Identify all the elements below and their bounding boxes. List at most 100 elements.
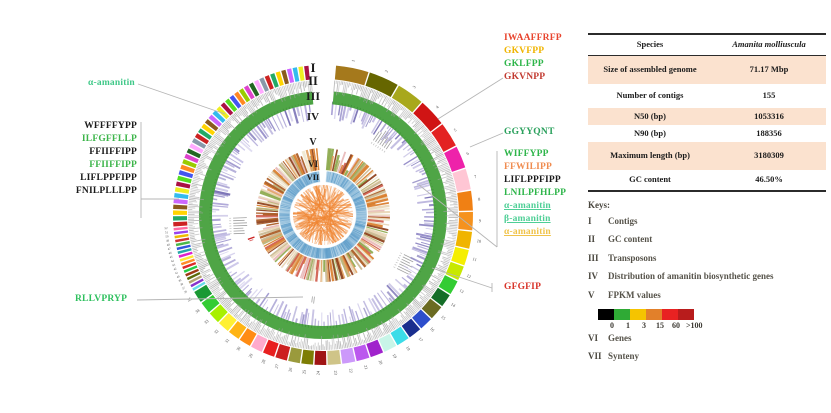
table-header-row: Species Amanita molliuscula bbox=[588, 35, 826, 56]
table-cell-value: 188356 bbox=[756, 127, 782, 138]
contig-number: 11 bbox=[472, 256, 477, 262]
table-cell-value: 71.17 Mbp bbox=[749, 64, 789, 75]
peptide-label-group-right-mid: WIFFYPP FFWILIPP LIFLPPFIPP LNILPFHLPP α… bbox=[504, 148, 566, 239]
contig-number: 25 bbox=[301, 370, 306, 375]
ring-numeral-VII: VII bbox=[307, 172, 320, 182]
ring-numeral-IV: IV bbox=[307, 111, 319, 123]
contig-number: 12 bbox=[466, 273, 472, 279]
peptide-label: GKVFPP bbox=[504, 46, 545, 56]
key-label: Transposons bbox=[608, 252, 657, 263]
contig-number: 6 bbox=[466, 150, 471, 156]
contig-number: 32 bbox=[213, 328, 220, 335]
contig-number: 3 bbox=[411, 85, 416, 90]
fpkm-scale-tick: 60 bbox=[672, 320, 680, 330]
contig-number: 47 bbox=[167, 246, 171, 251]
key-item: III Transposons bbox=[588, 252, 830, 264]
contig-number: 23 bbox=[333, 370, 338, 375]
ring-numeral-III: III bbox=[306, 89, 320, 103]
contig-number: 18 bbox=[405, 345, 412, 351]
peptide-label-alpha-amanitin-left: α-amanitin bbox=[88, 78, 135, 88]
peptide-label: WFFFFYPP bbox=[84, 121, 137, 131]
contig-number: 19 bbox=[392, 353, 398, 359]
peptide-label: LIFLPPFIPP bbox=[504, 175, 561, 185]
fpkm-scale-tick: 15 bbox=[656, 320, 664, 330]
fpkm-scale-labels: 0 1 3 15 60 >100 bbox=[604, 321, 830, 330]
gene-label-cluster bbox=[370, 130, 393, 153]
contig-number: 15 bbox=[440, 314, 447, 321]
table-cell-value: 1053316 bbox=[754, 110, 784, 121]
contig-number: 50 bbox=[165, 234, 169, 238]
table-cell-label: Maximum length (bp) bbox=[610, 150, 690, 161]
circos-track-gc bbox=[187, 80, 459, 350]
contig-number: 39 bbox=[178, 278, 183, 283]
contig-number: 31 bbox=[224, 338, 231, 344]
ring-numeral-II: II bbox=[308, 74, 318, 88]
fpkm-swatch bbox=[678, 308, 694, 320]
key-label: Distribution of amanitin biosynthetic ge… bbox=[608, 271, 774, 282]
fpkm-color-scale: 0 1 3 15 60 >100 bbox=[598, 308, 830, 330]
leader-line bbox=[437, 77, 504, 120]
table-row: N90 (bp) 188356 bbox=[588, 125, 826, 142]
contig-number: 30 bbox=[235, 346, 242, 352]
contig-number: 35 bbox=[186, 296, 192, 303]
contig-number: 21 bbox=[363, 364, 369, 369]
fpkm-scale-swatches bbox=[598, 308, 830, 320]
contig-number: 36 bbox=[183, 289, 188, 294]
key-numeral: V bbox=[588, 289, 595, 300]
table-cell-value: 155 bbox=[762, 90, 776, 101]
table-cell-label: Size of assembled genome bbox=[603, 64, 697, 75]
peptide-label-gfgfip: GFGFIP bbox=[504, 282, 542, 292]
circos-track-synteny bbox=[292, 184, 354, 246]
peptide-label: FNILPLLLPP bbox=[75, 186, 137, 196]
contig-number: 37 bbox=[181, 285, 186, 290]
key-item: II GC content bbox=[588, 234, 830, 245]
leader-lines bbox=[136, 77, 504, 301]
contig-number: 44 bbox=[170, 258, 175, 263]
contig-number: 26 bbox=[287, 366, 293, 372]
table-row: N50 (bp) 1053316 bbox=[588, 108, 826, 125]
contig-number: 27 bbox=[274, 363, 280, 369]
contig-number: 5 bbox=[453, 127, 457, 132]
peptide-label: ILFGFFLLP bbox=[81, 134, 137, 144]
table-cell-label: N90 (bp) bbox=[634, 127, 666, 138]
peptide-label-group-left: WFFFFYPP ILFGFFLLP FFIIFFIPP FFIIFFIPP L… bbox=[40, 120, 137, 198]
contig-number: 46 bbox=[168, 251, 172, 256]
key-label: Synteny bbox=[608, 351, 640, 362]
key-numeral: I bbox=[588, 216, 592, 226]
peptide-label-beta-amanitin: β-amanitin bbox=[504, 214, 551, 224]
key-item: IV Distribution of amanitin biosynthetic… bbox=[588, 271, 830, 282]
leader-line bbox=[136, 296, 304, 301]
red-gene-marker bbox=[247, 236, 255, 242]
table-row: Size of assembled genome 71.17 Mbp bbox=[588, 56, 826, 84]
peptide-label: LIFLPPFIPP bbox=[80, 173, 137, 183]
fpkm-swatch bbox=[662, 308, 678, 320]
key-numeral: VI bbox=[588, 332, 599, 343]
table-header-species: Species bbox=[636, 39, 664, 50]
contig-number: 20 bbox=[378, 359, 384, 365]
key-label: GC content bbox=[608, 234, 653, 245]
small-gene-label bbox=[311, 296, 315, 304]
peptide-label: GKLFPP bbox=[504, 59, 544, 69]
gene-label-cluster bbox=[393, 252, 416, 275]
contig-number: 17 bbox=[417, 336, 424, 343]
peptide-label-ggyyqnt: GGYYQNT bbox=[504, 127, 555, 137]
contig-number: 34 bbox=[194, 307, 201, 314]
fpkm-swatch bbox=[614, 308, 630, 320]
key-item: I Contigs bbox=[588, 216, 830, 227]
contig-number: 48 bbox=[166, 242, 170, 247]
contig-number: 14 bbox=[450, 302, 457, 309]
peptide-label: FFIIFFIPP bbox=[89, 147, 137, 157]
peptide-label-rllvpryp: RLLVPRYP bbox=[75, 294, 128, 304]
peptide-label: IWAAFFRFP bbox=[504, 33, 562, 43]
table-cell-label: Number of contigs bbox=[616, 90, 684, 101]
peptide-label-alpha-amanitin-2: α-amanitin bbox=[504, 227, 551, 237]
gene-label-cluster bbox=[229, 217, 248, 235]
contig-number: 1 bbox=[350, 59, 355, 62]
contig-number: 49 bbox=[166, 238, 170, 243]
ring-numeral-V: V bbox=[309, 137, 317, 148]
contig-number: 45 bbox=[169, 255, 173, 260]
contig-number: 4 bbox=[435, 104, 441, 110]
